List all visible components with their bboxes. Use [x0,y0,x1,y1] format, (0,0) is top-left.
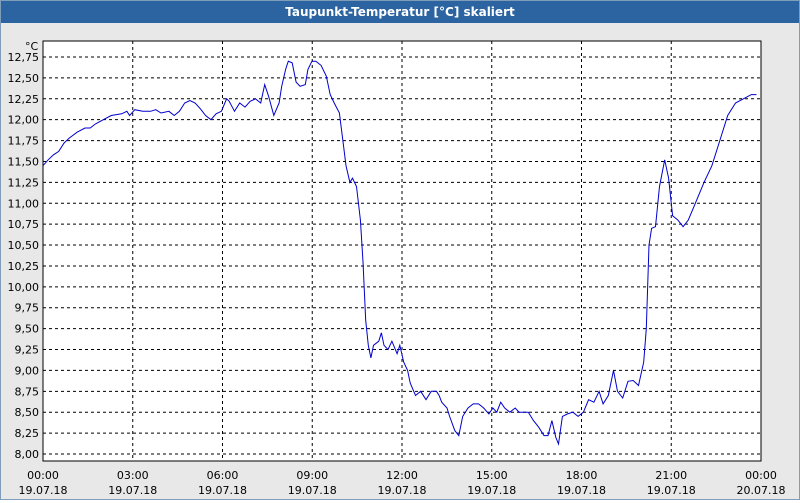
y-tick-label: 11,50 [8,155,40,168]
x-tick-time: 00:00 [745,469,777,482]
x-tick-time: 15:00 [476,469,508,482]
x-tick-time: 03:00 [117,469,149,482]
y-axis-unit: °C [25,40,39,53]
y-tick-label: 8,25 [15,427,40,440]
y-tick-label: 11,25 [8,176,40,189]
x-tick-date: 19.07.18 [288,484,337,497]
y-tick-label: 10,50 [8,239,40,252]
x-tick-date: 19.07.18 [378,484,427,497]
y-tick-label: 8,50 [15,406,40,419]
y-axis-ticks: 12,75 12,50 12,25 12,00 11,75 11,50 11,25 11,00… [8,51,40,461]
plot-frame [42,40,762,462]
x-tick-time: 21:00 [655,469,687,482]
y-tick-label: 12,25 [8,93,40,106]
line-chart: °C 12,75 12,50 12,25 12,00 11,75 11,50 11,25 11… [8,40,786,497]
y-tick-label: 12,75 [8,51,40,64]
y-tick-label: 11,75 [8,135,40,148]
x-tick-time: 18:00 [566,469,598,482]
chart-title: Taupunkt-Temperatur [°C] skaliert [285,5,515,19]
y-tick-label: 8,00 [15,448,40,461]
x-tick-date: 19.07.18 [557,484,606,497]
x-tick-time: 06:00 [207,469,239,482]
x-tick-time: 09:00 [296,469,328,482]
x-tick-date: 19.07.18 [108,484,157,497]
y-tick-label: 12,00 [8,114,40,127]
x-axis-ticks: 00:00 19.07.18 03:00 19.07.18 06:00 19.07.18 0… [19,469,786,497]
chart-area: °C 12,75 12,50 12,25 12,00 11,75 11,50 11,25 11… [1,23,799,503]
x-tick-date: 19.07.18 [467,484,516,497]
title-bar: Taupunkt-Temperatur [°C] skaliert [1,1,799,23]
grid-lines [43,41,761,461]
x-tick-date: 19.07.18 [198,484,247,497]
y-tick-label: 8,75 [15,385,40,398]
y-tick-label: 10,75 [8,218,40,231]
y-tick-label: 10,00 [8,281,40,294]
x-tick-time: 12:00 [386,469,418,482]
y-tick-label: 12,50 [8,72,40,85]
y-tick-label: 9,75 [15,302,40,315]
x-tick-time: 00:00 [27,469,59,482]
y-tick-label: 9,00 [15,364,40,377]
y-tick-label: 10,25 [8,260,40,273]
x-tick-date: 19.07.18 [647,484,696,497]
x-tick-date: 19.07.18 [19,484,68,497]
y-tick-label: 11,00 [8,197,40,210]
y-tick-label: 9,50 [15,323,40,336]
x-tick-date: 20.07.18 [737,484,786,497]
series-line [42,60,757,446]
y-tick-label: 9,25 [15,344,40,357]
